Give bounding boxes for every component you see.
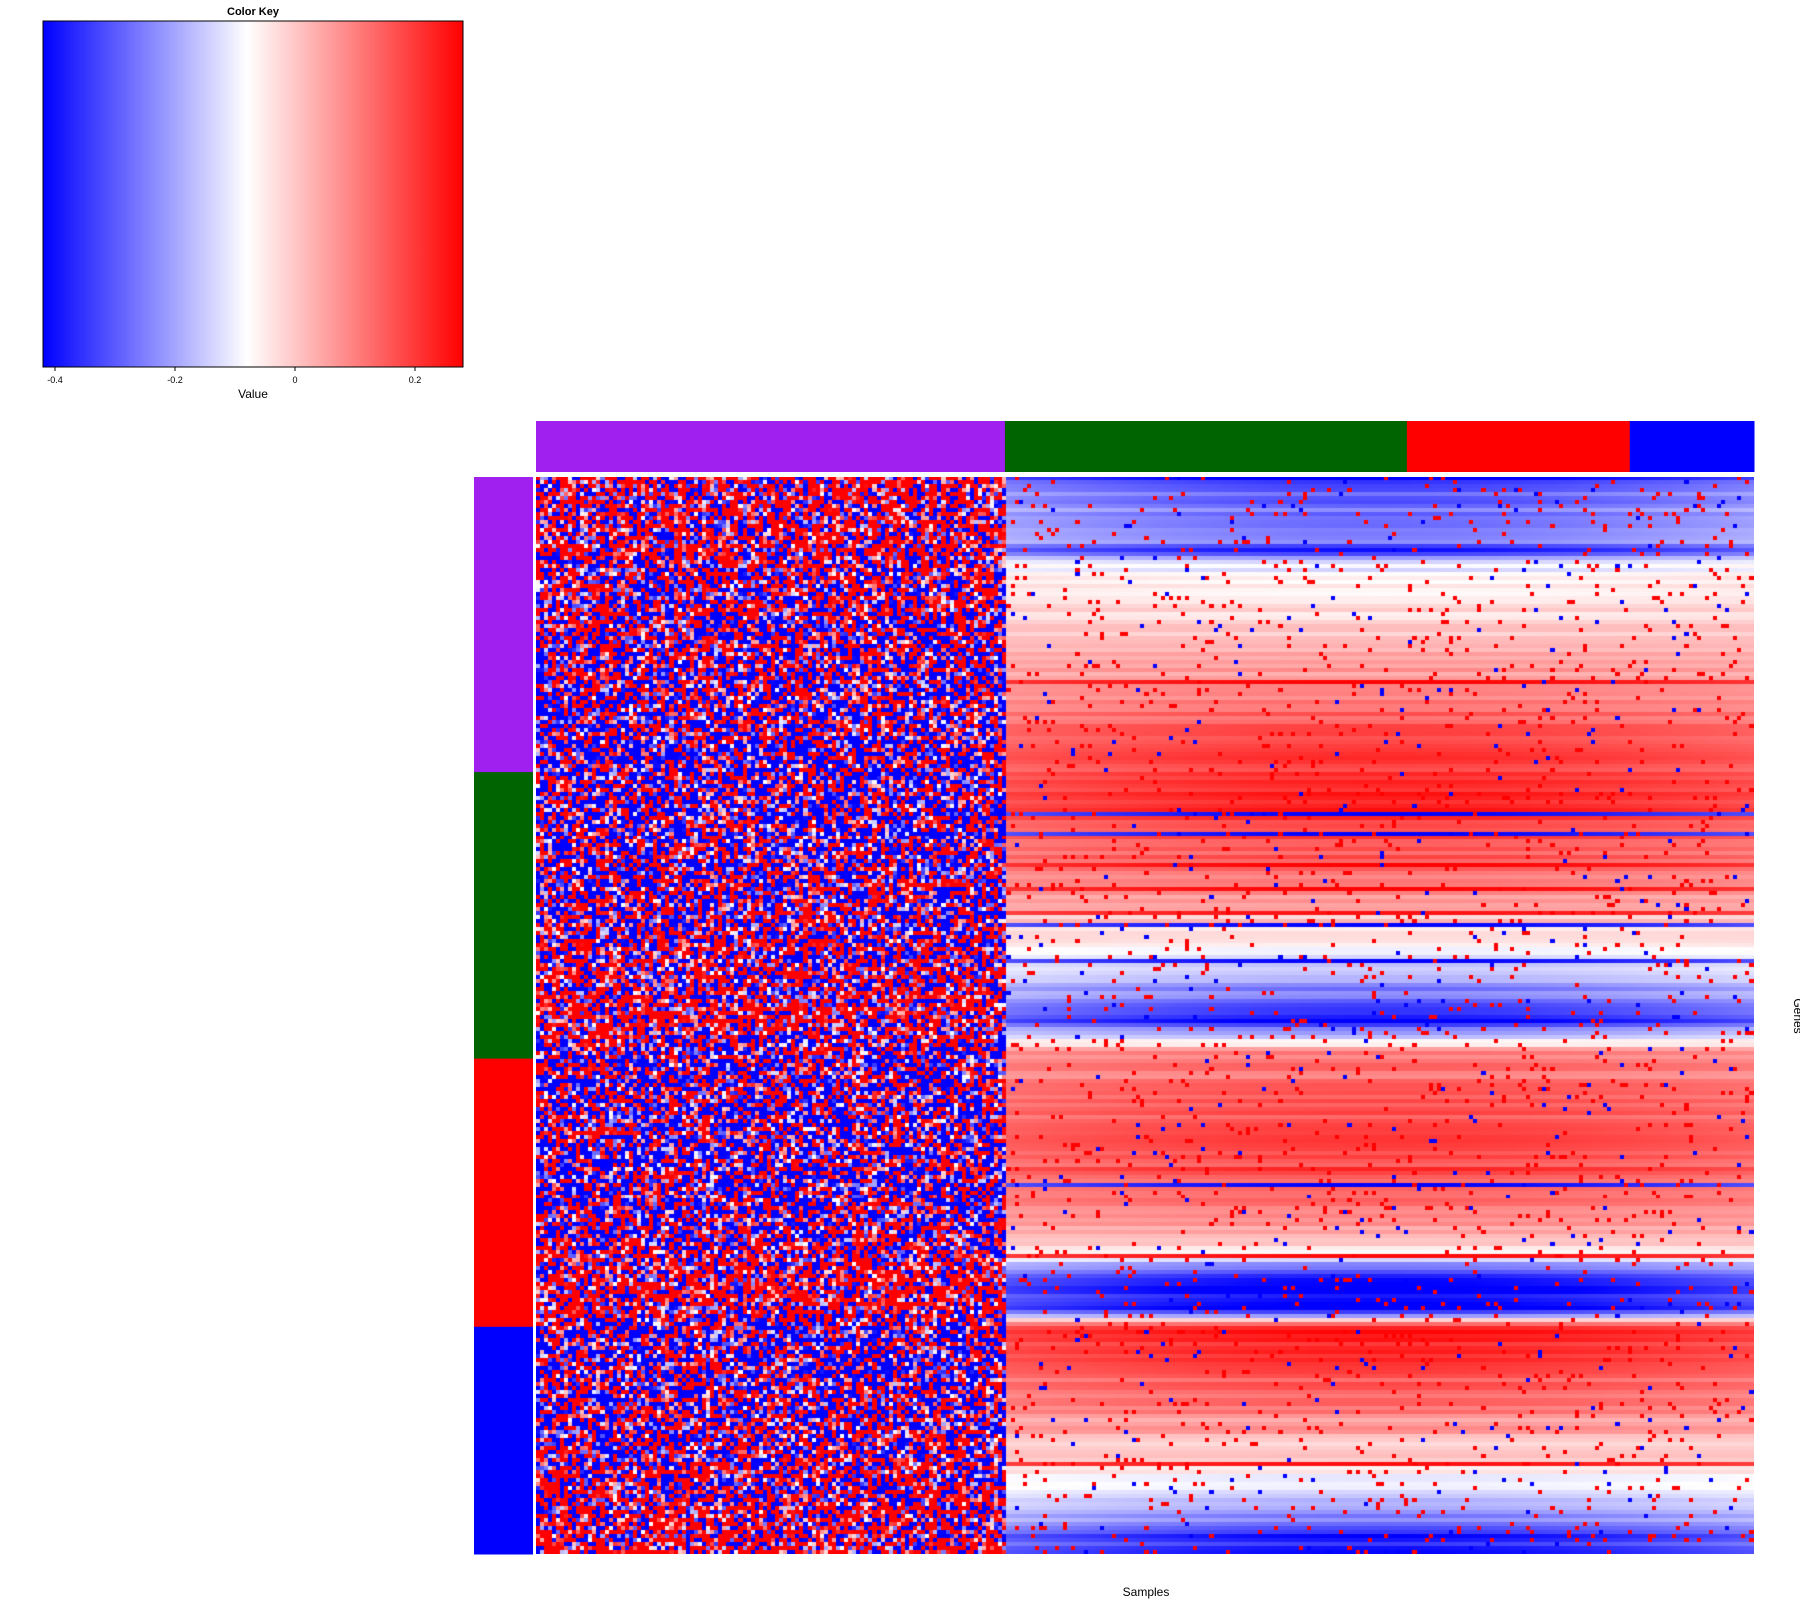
heatmap-cells: [536, 477, 1754, 1554]
color-key-tick-label: 0: [292, 375, 297, 385]
color-key-ticks: -0.4 -0.2 0 0.2: [47, 367, 421, 385]
column-group-bar: [536, 421, 1006, 472]
row-side-colors: [474, 477, 533, 1555]
column-group-bar: [1004, 421, 1408, 472]
color-key-title: Color Key: [227, 6, 280, 18]
color-key: Color Key -0.4 -0.2 0 0.2 Value: [42, 6, 464, 401]
column-group-bar: [1629, 421, 1755, 472]
y-axis-label: Genes: [1791, 998, 1800, 1033]
color-key-gradient: [42, 20, 464, 368]
color-key-tick-label: -0.4: [47, 375, 63, 385]
row-group-bar: [474, 772, 533, 1060]
x-axis-label: Samples: [1123, 1585, 1170, 1599]
row-group-bar: [474, 477, 533, 773]
row-group-bar: [474, 1326, 533, 1555]
row-group-bar: [474, 1058, 533, 1328]
heatmap-body: [536, 477, 1754, 1554]
color-key-xlabel: Value: [238, 387, 268, 401]
column-group-bar: [1406, 421, 1631, 472]
column-side-colors: [536, 421, 1755, 472]
color-key-tick-label: -0.2: [167, 375, 183, 385]
color-key-tick-label: 0.2: [409, 375, 422, 385]
